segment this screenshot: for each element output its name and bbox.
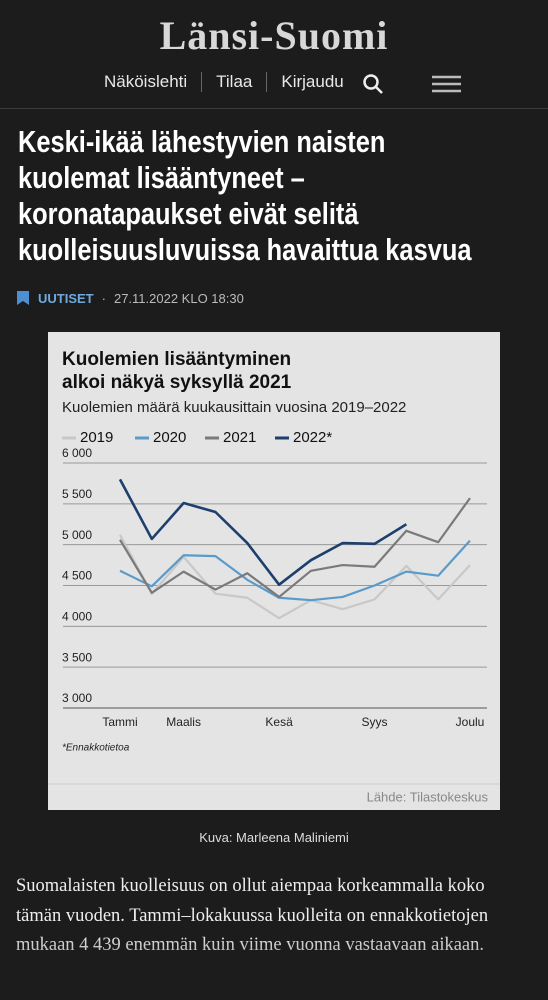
headline-line: koronatapaukset eivät selitä bbox=[18, 196, 359, 231]
y-tick-label: 4 500 bbox=[62, 569, 92, 583]
y-tick-label: 5 000 bbox=[62, 528, 92, 542]
series-line bbox=[119, 497, 471, 599]
fade bbox=[0, 930, 548, 1000]
y-tick-label: 5 500 bbox=[62, 487, 92, 501]
legend-label: 2020 bbox=[153, 429, 186, 446]
x-tick-label: Tammi bbox=[102, 715, 137, 729]
x-tick-label: Kesä bbox=[265, 715, 293, 729]
search-icon[interactable] bbox=[363, 74, 379, 90]
legend-label: 2021 bbox=[223, 429, 256, 446]
caption: Kuva: Marleena Maliniemi bbox=[199, 830, 349, 845]
y-tick-label: 4 000 bbox=[62, 610, 92, 624]
nav-link[interactable]: Näköislehti bbox=[104, 72, 188, 91]
bookmark-icon bbox=[17, 291, 29, 305]
x-tick-label: Joulu bbox=[456, 715, 485, 729]
chart-note: *Ennakkotietoa bbox=[62, 743, 130, 754]
nav-icons bbox=[363, 74, 461, 94]
chart: Kuolemien lisääntyminen alkoi näkyä syks… bbox=[48, 332, 500, 810]
nav-link[interactable]: Kirjaudu bbox=[266, 72, 357, 92]
series-line bbox=[119, 539, 471, 602]
logo[interactable]: Länsi-Suomi bbox=[159, 13, 389, 58]
separator: · bbox=[101, 290, 106, 306]
headline-line: kuolleisuusluvuissa havaittua kasvua bbox=[18, 232, 472, 267]
headline: Keski-ikää lähestyvien naisten kuolemat … bbox=[18, 124, 548, 268]
y-tick-label: 3 500 bbox=[62, 650, 92, 664]
legend-label: 2022* bbox=[293, 429, 332, 446]
series-line bbox=[118, 478, 408, 586]
date: 27.11.2022 KLO 18:30 bbox=[113, 290, 244, 306]
x-tick-label: Maalis bbox=[166, 715, 201, 729]
nav-link[interactable]: Tilaa bbox=[201, 72, 266, 92]
series-line bbox=[119, 534, 471, 620]
divider bbox=[0, 108, 548, 109]
search-icon-handle bbox=[375, 86, 383, 94]
y-tick-label: 3 000 bbox=[62, 691, 92, 705]
headline-line: Keski-ikää lähestyvien naisten bbox=[18, 124, 386, 159]
y-tick-label: 6 000 bbox=[62, 446, 92, 460]
headline-line: kuolemat lisääntyneet – bbox=[18, 160, 305, 195]
legend-label: 2019 bbox=[80, 429, 113, 446]
meta: UUTISET · 27.11.2022 KLO 18:30 bbox=[16, 290, 244, 306]
chart-title: Kuolemien lisääntyminen bbox=[62, 349, 291, 370]
nav: Näköislehti Tilaa Kirjaudu bbox=[104, 72, 358, 92]
chart-subtitle: Kuolemien määrä kuukausittain vuosina 20… bbox=[62, 399, 406, 416]
chart-title: alkoi näkyä syksyllä 2021 bbox=[62, 372, 292, 393]
menu-icon[interactable] bbox=[432, 75, 461, 93]
chart-source: Lähde: Tilastokeskus bbox=[367, 789, 489, 804]
x-tick-label: Syys bbox=[362, 715, 388, 729]
section[interactable]: UUTISET bbox=[38, 290, 94, 306]
